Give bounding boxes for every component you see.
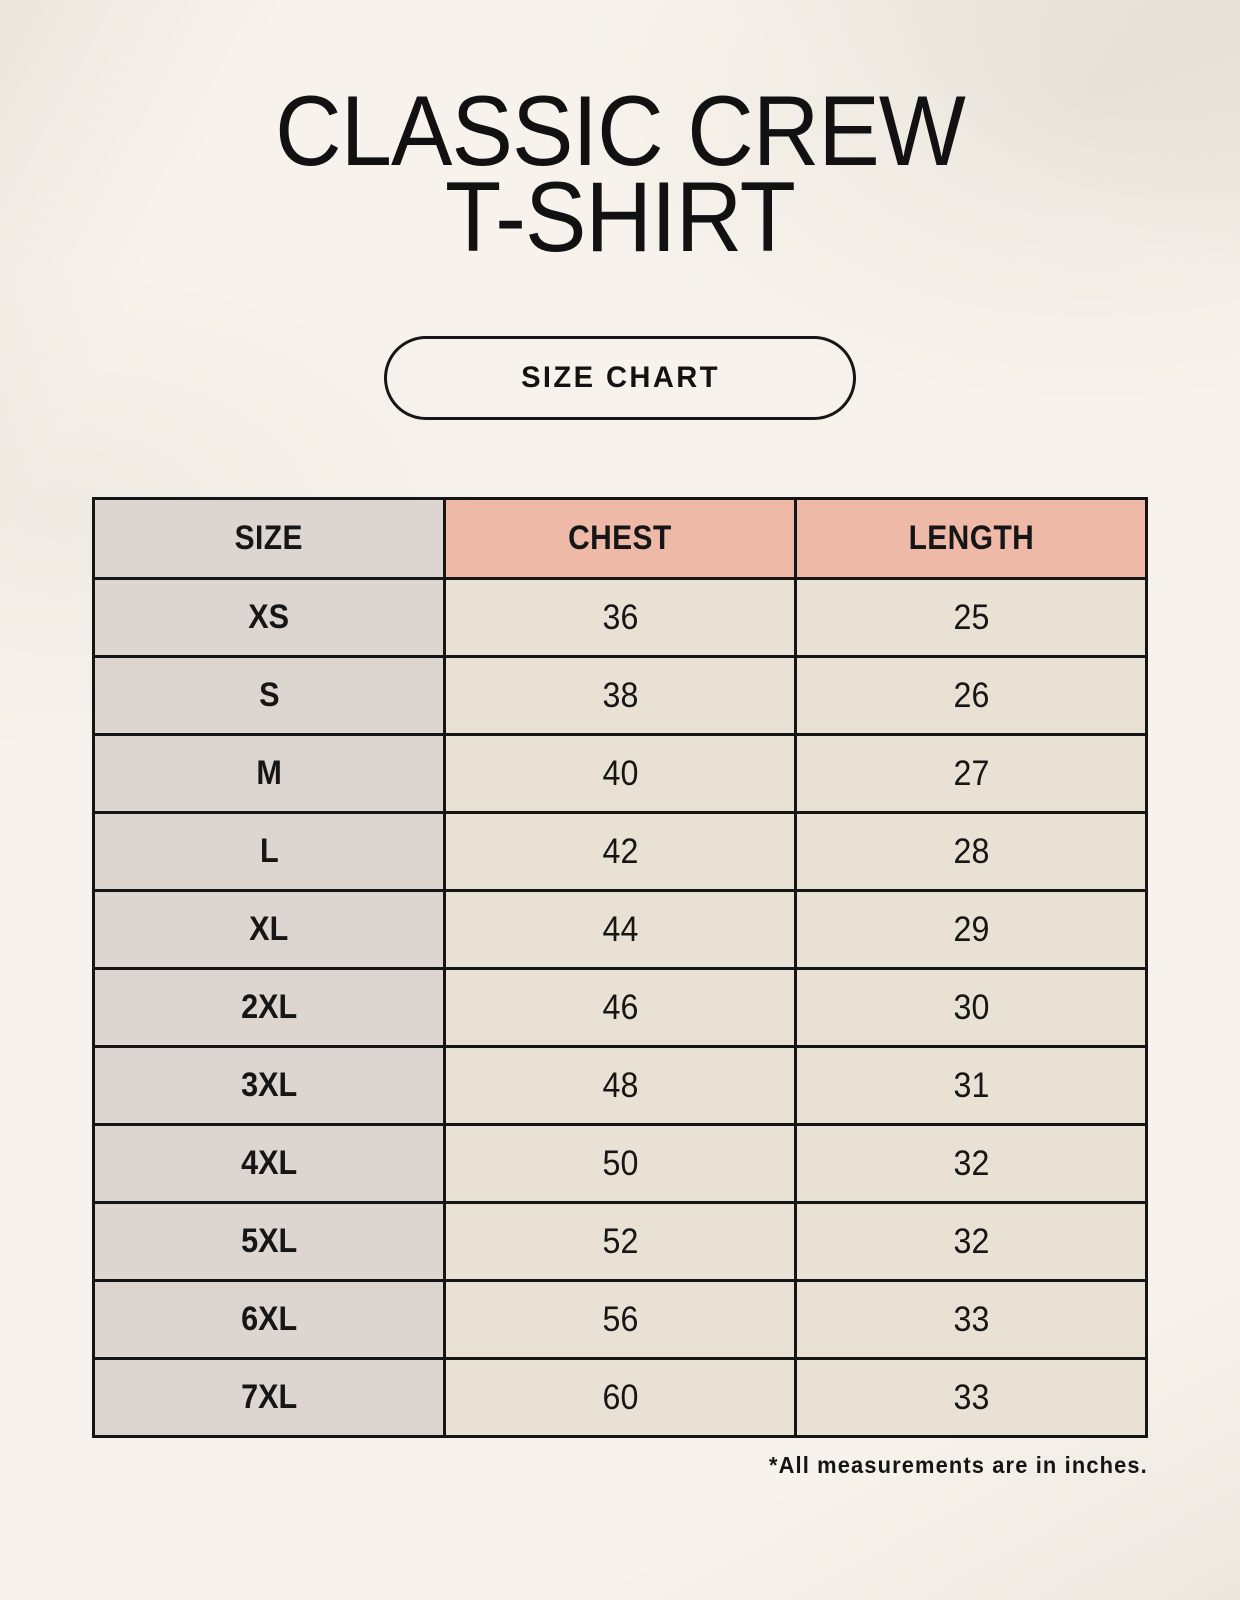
column-header-label: CHEST <box>568 519 672 558</box>
value-cell: 26 <box>794 655 1148 737</box>
cell-label: 48 <box>602 1065 638 1105</box>
size-cell: M <box>92 733 446 815</box>
cell-label: 60 <box>602 1377 638 1417</box>
value-cell: 25 <box>794 577 1148 659</box>
table-row: S 38 26 <box>92 655 1148 737</box>
table-row: 3XL 48 31 <box>92 1045 1148 1127</box>
measurement-note: *All measurements are in inches. <box>769 1452 1148 1479</box>
column-header-label: SIZE <box>234 519 304 558</box>
cell-label: 52 <box>602 1221 638 1261</box>
value-cell: 32 <box>794 1201 1148 1283</box>
value-cell: 27 <box>794 733 1148 815</box>
table-row: 2XL 46 30 <box>92 967 1148 1049</box>
cell-label: L <box>259 832 279 871</box>
title-line-2: T-SHIRT <box>445 161 796 273</box>
table-header-row: SIZE CHEST LENGTH <box>92 497 1148 581</box>
table-row: 5XL 52 32 <box>92 1201 1148 1283</box>
cell-label: 5XL <box>240 1222 298 1261</box>
cell-label: 31 <box>953 1065 989 1105</box>
cell-label: 38 <box>602 675 638 715</box>
size-table-body: XS 36 25 S 38 26 M 40 27 L 42 28 XL 44 29 2XL 46 30 3XL 48 3… <box>92 577 1148 1439</box>
cell-label: 6XL <box>240 1300 298 1339</box>
value-cell: 38 <box>443 655 797 737</box>
cell-label: 32 <box>953 1221 989 1261</box>
cell-label: 40 <box>602 753 638 793</box>
value-cell: 33 <box>794 1279 1148 1361</box>
size-cell: L <box>92 811 446 893</box>
cell-label: 56 <box>602 1299 638 1339</box>
size-cell: 3XL <box>92 1045 446 1127</box>
table-row: L 42 28 <box>92 811 1148 893</box>
value-cell: 29 <box>794 889 1148 971</box>
value-cell: 46 <box>443 967 797 1049</box>
value-cell: 42 <box>443 811 797 893</box>
table-row: 4XL 50 32 <box>92 1123 1148 1205</box>
size-chart-button-label: SIZE CHART <box>520 361 720 395</box>
cell-label: 36 <box>602 597 638 637</box>
cell-label: 33 <box>953 1299 989 1339</box>
cell-label: 46 <box>602 987 638 1027</box>
cell-label: M <box>256 754 282 793</box>
column-header-size: SIZE <box>92 497 446 581</box>
cell-label: 7XL <box>240 1378 298 1417</box>
size-cell: 6XL <box>92 1279 446 1361</box>
value-cell: 32 <box>794 1123 1148 1205</box>
cell-label: 29 <box>953 909 989 949</box>
size-table: SIZE CHEST LENGTH XS 36 25 S 38 26 M 40 27 L 42 28 X… <box>92 497 1148 1439</box>
table-row: 6XL 56 33 <box>92 1279 1148 1361</box>
cell-label: 25 <box>953 597 989 637</box>
value-cell: 28 <box>794 811 1148 893</box>
size-cell: XS <box>92 577 446 659</box>
cell-label: XS <box>248 598 290 637</box>
cell-label: 3XL <box>240 1066 298 1105</box>
value-cell: 33 <box>794 1357 1148 1439</box>
page-title: CLASSIC CREW T-SHIRT <box>0 0 1240 273</box>
table-row: XS 36 25 <box>92 577 1148 659</box>
value-cell: 50 <box>443 1123 797 1205</box>
size-cell: 2XL <box>92 967 446 1049</box>
size-cell: S <box>92 655 446 737</box>
cell-label: 32 <box>953 1143 989 1183</box>
cell-label: 33 <box>953 1377 989 1417</box>
column-header-length: LENGTH <box>794 497 1148 581</box>
cell-label: 50 <box>602 1143 638 1183</box>
cell-label: 4XL <box>240 1144 298 1183</box>
cell-label: S <box>258 676 280 715</box>
cell-label: 44 <box>602 909 638 949</box>
size-chart-button[interactable]: SIZE CHART <box>384 336 856 421</box>
cell-label: 28 <box>953 831 989 871</box>
table-row: XL 44 29 <box>92 889 1148 971</box>
cell-label: 42 <box>602 831 638 871</box>
value-cell: 40 <box>443 733 797 815</box>
value-cell: 36 <box>443 577 797 659</box>
column-header-chest: CHEST <box>443 497 797 581</box>
size-cell: XL <box>92 889 446 971</box>
table-row: 7XL 60 33 <box>92 1357 1148 1439</box>
title-line-1: CLASSIC CREW <box>275 75 966 186</box>
value-cell: 60 <box>443 1357 797 1439</box>
cell-label: XL <box>249 910 289 949</box>
value-cell: 44 <box>443 889 797 971</box>
value-cell: 48 <box>443 1045 797 1127</box>
cell-label: 2XL <box>240 988 298 1027</box>
value-cell: 31 <box>794 1045 1148 1127</box>
size-cell: 7XL <box>92 1357 446 1439</box>
cell-label: 26 <box>953 675 989 715</box>
cell-label: 27 <box>953 753 989 793</box>
cell-label: 30 <box>953 987 989 1027</box>
value-cell: 56 <box>443 1279 797 1361</box>
value-cell: 52 <box>443 1201 797 1283</box>
size-cell: 5XL <box>92 1201 446 1283</box>
table-row: M 40 27 <box>92 733 1148 815</box>
column-header-label: LENGTH <box>908 519 1034 558</box>
value-cell: 30 <box>794 967 1148 1049</box>
size-cell: 4XL <box>92 1123 446 1205</box>
footnote-container: *All measurements are in inches. <box>92 1452 1148 1479</box>
